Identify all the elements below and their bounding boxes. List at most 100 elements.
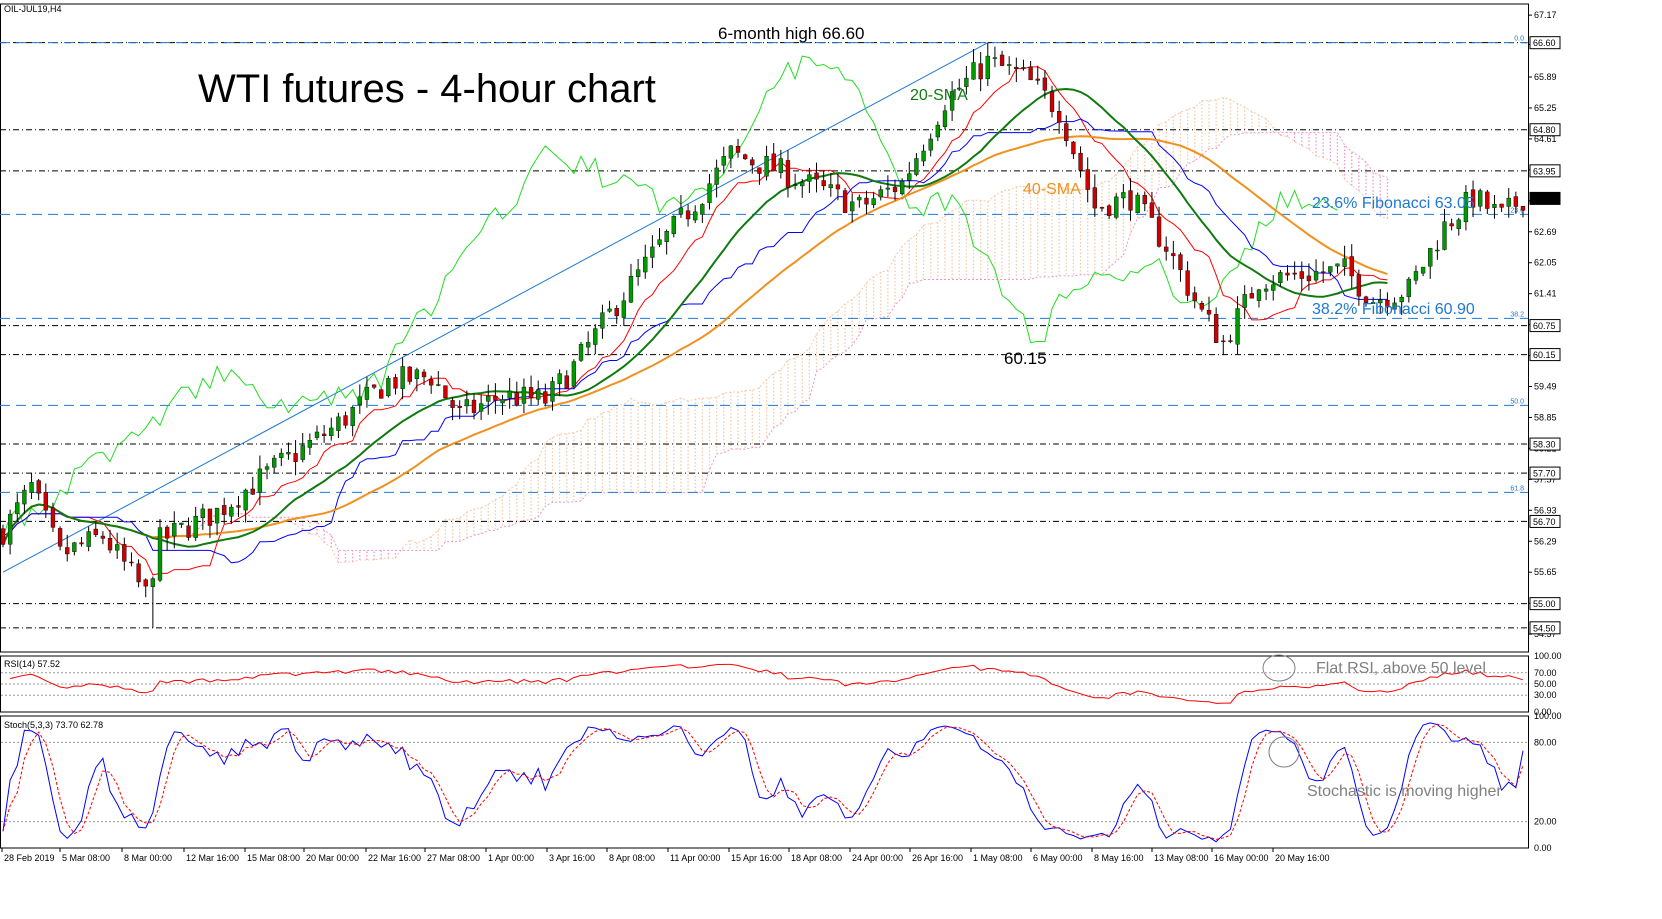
chikou-span [2, 55, 1338, 538]
candle [857, 194, 862, 208]
candle-body-bearish [1349, 256, 1354, 277]
candle-body-bullish [721, 156, 726, 166]
symbol-label: OIL-JUL19,H4 [4, 4, 62, 14]
candle [1014, 57, 1019, 83]
candle [971, 49, 976, 80]
candle-body-bearish [685, 210, 691, 220]
candle [1335, 263, 1340, 274]
candle [921, 144, 926, 167]
stoch-tick-label: 20.00 [1534, 817, 1557, 827]
candle [257, 455, 263, 506]
candle-body-bullish [1313, 271, 1319, 281]
candle-body-bearish [1164, 246, 1169, 252]
candle [614, 305, 619, 324]
candle [778, 149, 784, 179]
candle [1435, 240, 1440, 260]
candle-body-bearish [1128, 190, 1133, 211]
annotation-6-month-high: 6-month high 66.60 [718, 24, 865, 43]
fibonacci-level-label: 23.6 [1510, 207, 1524, 214]
candle [878, 185, 883, 201]
candle [236, 496, 241, 518]
candle-body-bullish [635, 269, 641, 277]
candle-body-bearish [1156, 216, 1162, 247]
candle-body-bullish [1328, 266, 1333, 273]
candle-body-bullish [243, 489, 248, 511]
candle [100, 531, 106, 545]
candle-body-bearish [1470, 189, 1476, 208]
candle [443, 385, 448, 399]
candle-body-bullish [1242, 294, 1247, 308]
senkou-span-b [188, 132, 1388, 551]
candle-body-bearish [1149, 202, 1155, 218]
price-box-label: 60.15 [1533, 350, 1556, 360]
candle-body-bullish [714, 167, 719, 185]
candle [1256, 288, 1262, 308]
candle [1370, 297, 1376, 304]
stoch-k-line [2, 722, 1524, 843]
candle [314, 425, 320, 441]
candle-body-bullish [115, 544, 120, 551]
candle-body-bullish [1135, 194, 1140, 214]
candle [193, 506, 198, 541]
candle [450, 397, 455, 421]
candle [157, 519, 163, 583]
price-box-label: 54.50 [1533, 623, 1556, 633]
fibonacci-levels: 0.0 23.6 38.2 50.0 61.8 [0, 36, 1528, 493]
candle-body-bearish [1228, 340, 1233, 342]
candle [557, 369, 562, 397]
price-box [1529, 36, 1561, 50]
candle-body-bearish [614, 308, 619, 317]
candle [1085, 157, 1090, 203]
candle [0, 524, 6, 548]
price-tick-label: 62.69 [1534, 227, 1557, 237]
candle-body-bearish [1199, 303, 1205, 310]
tenkan-sen [2, 66, 1388, 576]
candle [93, 522, 98, 538]
candle-body-bullish [1463, 191, 1469, 223]
candle [700, 203, 705, 223]
candle [1263, 284, 1269, 301]
candle-body-bullish [678, 207, 684, 215]
indicator-lines [2, 55, 1388, 576]
candle-body-bullish [700, 204, 705, 215]
candle [222, 497, 227, 524]
candle-body-bullish [1256, 289, 1262, 301]
candle-body-bearish [36, 480, 41, 494]
candle-body-bullish [949, 91, 955, 111]
time-tick-label: 15 Mar 08:00 [247, 853, 300, 863]
stoch-label: Stoch(5,3,3) 73.70 62.78 [4, 720, 103, 730]
candle [892, 179, 898, 201]
candle [72, 541, 77, 556]
time-tick-label: 24 Apr 00:00 [852, 853, 903, 863]
candle-body-bearish [528, 387, 534, 399]
candle-body-bullish [607, 308, 612, 312]
candle-body-bullish [400, 366, 405, 389]
time-tick-label: 8 May 16:00 [1094, 853, 1144, 863]
price-box-label: 60.75 [1533, 321, 1556, 331]
candle-body-bullish [1406, 278, 1411, 298]
candle-body-bullish [985, 55, 990, 79]
candle-body-bearish [1178, 254, 1183, 270]
annotation-fib-38-2: 38.2% Fibonacci 60.90 [1312, 301, 1475, 318]
time-tick-label: 28 Feb 2019 [4, 853, 55, 863]
candle [1228, 334, 1233, 344]
candle-body-bearish [321, 433, 327, 437]
candle [550, 376, 555, 411]
candle [379, 388, 384, 399]
sma-40-line [2, 135, 1388, 545]
candle-body-bullish [536, 389, 541, 400]
price-tick-label: 64.61 [1534, 134, 1557, 144]
candle [286, 442, 291, 460]
candle-body-bullish [957, 87, 962, 90]
candle [1235, 296, 1240, 354]
candle [264, 463, 270, 480]
candle-body-bullish [486, 395, 491, 402]
rsi-highlight-circle [1262, 654, 1296, 682]
candle [1306, 263, 1312, 291]
price-tick-label: 67.17 [1534, 10, 1557, 20]
annotation-fib-23-6: 23.6% Fibonacci 63.05 [1312, 195, 1475, 212]
candle-body-bearish [1363, 296, 1369, 303]
candle [899, 178, 905, 196]
candle-body-bearish [978, 63, 983, 80]
